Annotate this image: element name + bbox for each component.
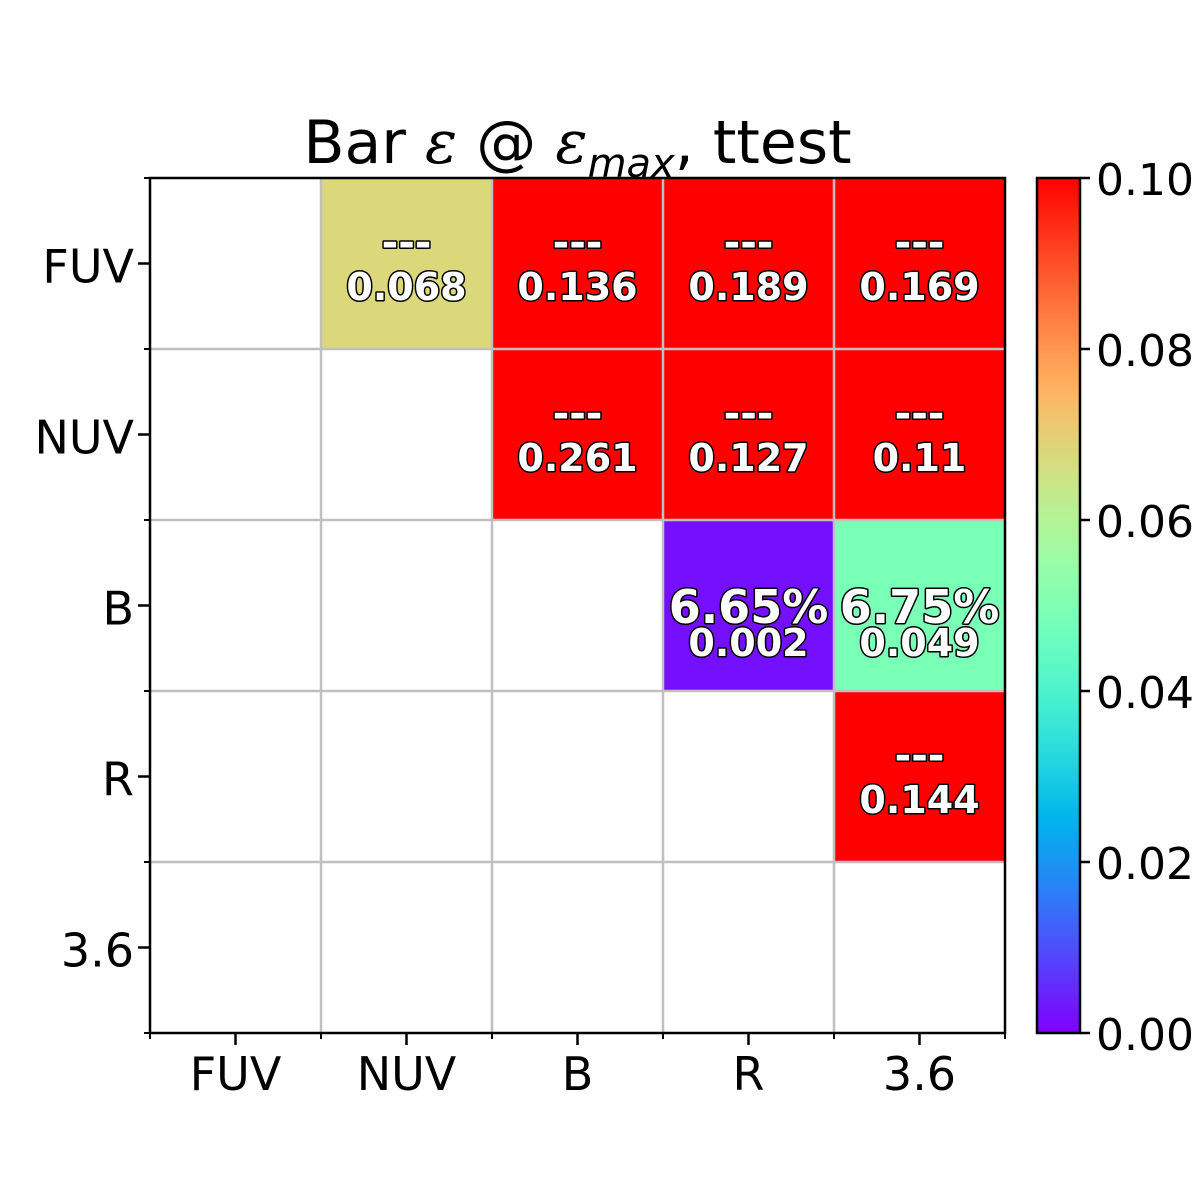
cell-top-label: --- [724, 220, 774, 266]
cell-value-label: 0.127 [688, 436, 808, 480]
cell-top-label: --- [895, 391, 945, 437]
x-tick-label: B [562, 1047, 594, 1101]
y-tick-label: 3.6 [61, 924, 134, 978]
x-tick-label: FUV [190, 1047, 282, 1101]
heatmap-cell [663, 349, 834, 520]
cell-top-label: --- [553, 391, 603, 437]
y-tick-label: B [102, 582, 134, 636]
heatmap-cell [834, 178, 1005, 349]
colorbar-tick-label: 0.06 [1096, 497, 1194, 548]
cell-value-label: 0.049 [859, 621, 979, 665]
x-tick-label: R [733, 1047, 765, 1101]
colorbar [1035, 176, 1082, 1035]
heatmap-cell [492, 349, 663, 520]
x-tick-label: NUV [357, 1047, 457, 1101]
colorbar-tick-label: 0.08 [1096, 326, 1194, 377]
heatmap-cell [663, 520, 834, 691]
title-epsilon-max: ε [555, 108, 588, 178]
y-tick-label: FUV [42, 240, 134, 294]
cell-value-label: 0.002 [688, 621, 808, 665]
cell-value-label: 0.136 [517, 265, 637, 309]
colorbar-tick-label: 0.04 [1096, 668, 1194, 719]
cell-top-label: --- [553, 220, 603, 266]
heatmap-cell [492, 178, 663, 349]
title-epsilon: ε [425, 108, 458, 178]
cell-top-label: --- [382, 220, 432, 266]
cell-value-label: 0.261 [517, 436, 637, 480]
colorbar-tick-label: 0.00 [1096, 1010, 1194, 1061]
cell-top-label: --- [895, 220, 945, 266]
heatmap-cell [663, 178, 834, 349]
y-tick-label: NUV [34, 411, 134, 465]
heatmap-cell [834, 520, 1005, 691]
title-middle: @ [457, 108, 556, 178]
title-suffix: , ttest [674, 108, 852, 178]
colorbar-tick-label: 0.10 [1096, 155, 1194, 206]
cell-top-label: 6.65% [669, 580, 829, 634]
heatmap-cell [321, 178, 492, 349]
cell-value-label: 0.189 [688, 265, 808, 309]
cell-value-label: 0.11 [873, 436, 967, 480]
cell-value-label: 0.169 [859, 265, 979, 309]
title-prefix: Bar [303, 108, 426, 178]
x-tick-label: 3.6 [883, 1047, 956, 1101]
heatmap-cell [834, 691, 1005, 862]
cell-top-label: --- [895, 733, 945, 779]
cell-top-label: 6.75% [840, 580, 1000, 634]
heatmap-cell [834, 349, 1005, 520]
cell-value-label: 0.068 [346, 265, 466, 309]
colorbar-tick-label: 0.02 [1096, 839, 1194, 890]
cell-value-label: 0.144 [859, 778, 979, 822]
y-tick-label: R [102, 753, 134, 807]
cell-top-label: --- [724, 391, 774, 437]
